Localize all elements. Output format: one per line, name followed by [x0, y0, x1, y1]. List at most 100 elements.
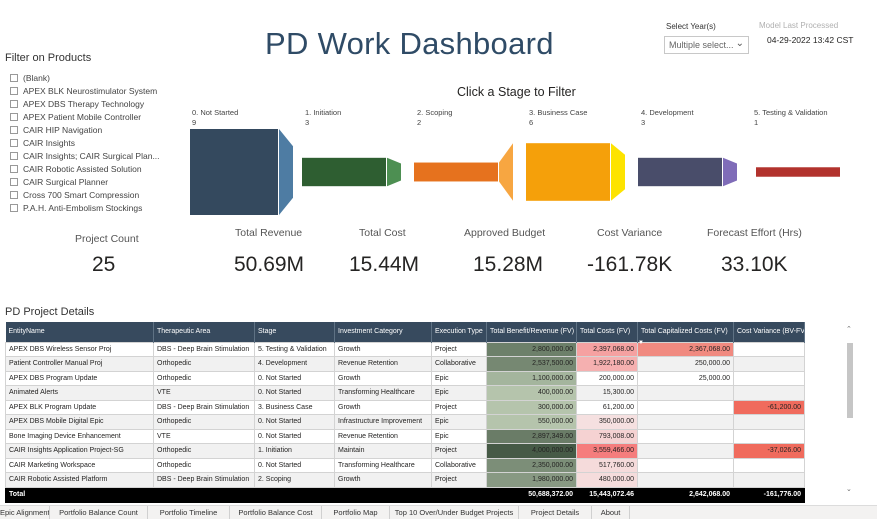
tab-portfolio-map[interactable]: Portfolio Map	[322, 506, 390, 519]
product-filter-item[interactable]: Cross 700 Smart Compression	[10, 188, 160, 201]
product-filter-label: CAIR Robotic Assisted Solution	[23, 163, 142, 174]
table-cell: Growth	[334, 341, 432, 357]
checkbox-icon[interactable]	[10, 203, 18, 212]
scroll-up-icon[interactable]: ⌃	[846, 326, 852, 333]
table-row[interactable]: CAIR Robotic Assisted Platform DBS - Deep…	[5, 472, 805, 488]
table-scrollbar[interactable]: ⌃ ⌄	[846, 325, 854, 493]
stage-label-not-started[interactable]: 0. Not Started 9	[192, 108, 239, 127]
table-row[interactable]: Patient Controller Manual Proj Orthopedic…	[5, 356, 805, 372]
table-cell: 3,559,466.00	[576, 443, 638, 459]
stage-bar-business-case[interactable]	[526, 143, 610, 201]
sort-desc-icon[interactable]: ▼	[638, 340, 644, 346]
table-cell	[637, 472, 734, 488]
tab-portfolio-balance-cost[interactable]: Portfolio Balance Cost	[230, 506, 322, 519]
product-filter-item[interactable]: APEX DBS Therapy Technology	[10, 97, 160, 110]
tab-portfolio-balance-count[interactable]: Portfolio Balance Count	[50, 506, 148, 519]
table-cell: VTE	[153, 428, 255, 444]
checkbox-icon[interactable]	[10, 151, 18, 160]
tab-project-details[interactable]: Project Details	[519, 506, 592, 519]
year-select-dropdown[interactable]: Multiple select... ⌄	[664, 36, 749, 54]
stage-label-initiation[interactable]: 1. Initiation 3	[305, 108, 342, 127]
product-filter-item[interactable]: APEX Patient Mobile Controller	[10, 110, 160, 123]
stage-connector	[611, 143, 625, 201]
scroll-down-icon[interactable]: ⌄	[846, 486, 852, 493]
column-header[interactable]: Therapeutic Area	[153, 322, 255, 342]
stage-label-testing-validation[interactable]: 5. Testing & Validation 1	[754, 108, 828, 127]
stage-connector	[387, 157, 401, 187]
stage-label-development[interactable]: 4. Development 3	[641, 108, 694, 127]
product-filter-item[interactable]: CAIR Surgical Planner	[10, 175, 160, 188]
column-header[interactable]: Total Capitalized Costs (FV)	[637, 322, 734, 342]
total-cell	[334, 486, 432, 503]
stage-bar-not-started[interactable]	[190, 129, 278, 215]
table-cell: Project	[431, 341, 487, 357]
table-cell: CAIR Marketing Workspace	[5, 457, 154, 473]
column-header[interactable]: Total Benefit/Revenue (FV)	[486, 322, 577, 342]
table-row[interactable]: APEX DBS Wireless Sensor Proj DBS - Deep …	[5, 341, 805, 357]
product-filter-title: Filter on Products	[5, 52, 92, 64]
scrollbar-thumb[interactable]	[847, 343, 853, 418]
tab-top10-budget-projects[interactable]: Top 10 Over/Under Budget Projects	[390, 506, 519, 519]
table-cell: 5. Testing & Validation	[254, 341, 335, 357]
table-cell: APEX DBS Wireless Sensor Proj	[5, 341, 154, 357]
product-filter-item[interactable]: P.A.H. Anti-Embolism Stockings	[10, 201, 160, 214]
table-row[interactable]: Animated Alerts VTE 0. Not Started Transfor…	[5, 385, 805, 401]
table-cell	[637, 399, 734, 415]
product-filter-item[interactable]: CAIR Insights	[10, 136, 160, 149]
table-body: APEX DBS Wireless Sensor Proj DBS - Deep …	[5, 341, 805, 503]
table-cell: -61,200.00	[733, 399, 805, 415]
stage-funnel-chart[interactable]	[188, 126, 840, 218]
column-header[interactable]: Cost Variance (BV-FV)	[733, 322, 805, 342]
table-cell: Project	[431, 472, 487, 488]
total-cell: 2,642,068.00	[637, 486, 734, 503]
checkbox-icon[interactable]	[10, 73, 18, 82]
checkbox-icon[interactable]	[10, 125, 18, 134]
table-cell: 793,008.00	[576, 428, 638, 444]
project-details-table: EntityName Therapeutic Area Stage Investmen…	[5, 322, 805, 503]
checkbox-icon[interactable]	[10, 112, 18, 121]
kpi-approved-budget-value: 15.28M	[473, 253, 544, 276]
kpi-total-cost-label: Total Cost	[359, 227, 406, 239]
column-header[interactable]: Investment Category	[334, 322, 432, 342]
checkbox-icon[interactable]	[10, 190, 18, 199]
product-filter-item[interactable]: (Blank)	[10, 71, 160, 84]
checkbox-icon[interactable]	[10, 177, 18, 186]
tab-epic-alignment[interactable]: Epic Alignment	[0, 506, 50, 519]
table-row[interactable]: APEX DBS Mobile Digital Epic Orthopedic 0.…	[5, 414, 805, 430]
tab-portfolio-timeline[interactable]: Portfolio Timeline	[148, 506, 230, 519]
checkbox-icon[interactable]	[10, 86, 18, 95]
column-header[interactable]: EntityName	[5, 322, 154, 342]
checkbox-icon[interactable]	[10, 138, 18, 147]
stage-label-business-case[interactable]: 3. Business Case 6	[529, 108, 588, 127]
product-filter-list: (Blank) APEX BLK Neurostimulator System …	[10, 71, 160, 214]
column-header[interactable]: Stage	[254, 322, 335, 342]
table-row[interactable]: APEX BLK Program Update DBS - Deep Brain …	[5, 399, 805, 415]
checkbox-icon[interactable]	[10, 164, 18, 173]
checkbox-icon[interactable]	[10, 99, 18, 108]
table-cell: 200,000.00	[576, 370, 638, 386]
table-cell: APEX DBS Mobile Digital Epic	[5, 414, 154, 430]
kpi-approved-budget-label: Approved Budget	[464, 227, 546, 239]
stage-bar-testing-validation[interactable]	[756, 167, 840, 177]
product-filter-item[interactable]: CAIR Insights; CAIR Surgical Plan...	[10, 149, 160, 162]
table-cell: 0. Not Started	[254, 385, 335, 401]
product-filter-item[interactable]: CAIR Robotic Assisted Solution	[10, 162, 160, 175]
column-header[interactable]: Total Costs (FV)	[576, 322, 638, 342]
table-cell: Collaborative	[431, 356, 487, 372]
stage-bar-initiation[interactable]	[302, 157, 386, 187]
total-cell: 50,688,372.00	[486, 486, 577, 503]
column-header[interactable]: Execution Type	[431, 322, 487, 342]
table-cell: Patient Controller Manual Proj	[5, 356, 154, 372]
product-filter-item[interactable]: APEX BLK Neurostimulator System	[10, 84, 160, 97]
table-row[interactable]: CAIR Insights Application Project-SG Orth…	[5, 443, 805, 459]
tab-about[interactable]: About	[592, 506, 630, 519]
stage-bar-development[interactable]	[638, 157, 722, 187]
stage-bar-scoping[interactable]	[414, 162, 498, 182]
stage-label-scoping[interactable]: 2. Scoping 2	[417, 108, 453, 127]
model-processed-value: 04-29-2022 13:42 CST	[767, 35, 854, 45]
table-row[interactable]: CAIR Marketing Workspace Orthopedic 0. Not…	[5, 457, 805, 473]
product-filter-item[interactable]: CAIR HIP Navigation	[10, 123, 160, 136]
table-row[interactable]: APEX DBS Program Update Orthopedic 0. Not …	[5, 370, 805, 386]
table-cell: 250,000.00	[637, 356, 734, 372]
table-row[interactable]: Bone Imaging Device Enhancement VTE 0. Not…	[5, 428, 805, 444]
